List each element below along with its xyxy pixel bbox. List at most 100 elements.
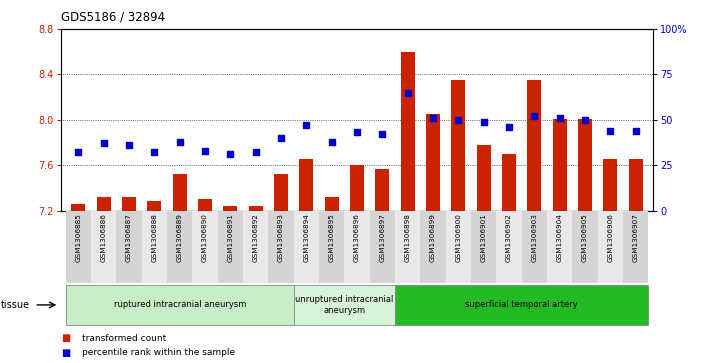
Text: ■: ■ xyxy=(61,348,70,358)
Bar xyxy=(223,206,237,211)
Bar xyxy=(623,211,648,283)
Point xyxy=(124,142,135,148)
Bar xyxy=(198,199,212,211)
Text: GSM1306893: GSM1306893 xyxy=(278,213,284,262)
Text: GSM1306899: GSM1306899 xyxy=(430,213,436,262)
Text: GSM1306906: GSM1306906 xyxy=(607,213,613,262)
Text: GSM1306888: GSM1306888 xyxy=(151,213,157,262)
Bar xyxy=(395,211,421,283)
Bar xyxy=(395,285,648,325)
Text: GSM1306895: GSM1306895 xyxy=(328,213,335,262)
Point xyxy=(326,139,338,144)
Text: GSM1306894: GSM1306894 xyxy=(303,213,309,262)
Bar xyxy=(248,206,263,211)
Text: GSM1306901: GSM1306901 xyxy=(481,213,487,262)
Text: GSM1306891: GSM1306891 xyxy=(227,213,233,262)
Point xyxy=(478,119,489,125)
Text: GSM1306886: GSM1306886 xyxy=(101,213,107,262)
Bar xyxy=(426,114,440,211)
Bar xyxy=(116,211,142,283)
Text: percentile rank within the sample: percentile rank within the sample xyxy=(82,348,235,357)
Bar xyxy=(572,211,598,283)
Bar xyxy=(547,211,572,283)
Bar xyxy=(522,211,547,283)
Text: unruptured intracranial
aneurysm: unruptured intracranial aneurysm xyxy=(295,295,393,315)
Bar xyxy=(66,211,91,283)
Point xyxy=(351,130,363,135)
Point xyxy=(376,131,388,137)
Text: GSM1306896: GSM1306896 xyxy=(354,213,360,262)
Text: GSM1306900: GSM1306900 xyxy=(456,213,461,262)
Text: ■: ■ xyxy=(61,333,70,343)
Bar xyxy=(471,211,496,283)
Text: tissue: tissue xyxy=(1,300,30,310)
Bar xyxy=(142,211,167,283)
Point xyxy=(579,117,590,123)
Point xyxy=(199,148,211,154)
Bar xyxy=(293,211,319,283)
Text: GSM1306885: GSM1306885 xyxy=(76,213,81,262)
Point xyxy=(73,150,84,155)
Bar xyxy=(628,159,643,211)
Bar xyxy=(71,204,86,211)
Bar xyxy=(553,119,567,211)
Bar xyxy=(325,197,338,211)
Bar xyxy=(218,211,243,283)
Text: GSM1306898: GSM1306898 xyxy=(405,213,411,262)
Bar xyxy=(268,211,293,283)
Text: GSM1306903: GSM1306903 xyxy=(531,213,537,262)
Bar xyxy=(421,211,446,283)
Bar xyxy=(370,211,395,283)
Point xyxy=(554,115,565,121)
Bar xyxy=(97,197,111,211)
Point xyxy=(276,135,287,141)
Text: GSM1306892: GSM1306892 xyxy=(253,213,258,262)
Bar xyxy=(401,52,415,211)
Text: GDS5186 / 32894: GDS5186 / 32894 xyxy=(61,11,165,24)
Text: transformed count: transformed count xyxy=(82,334,166,343)
Bar xyxy=(350,165,364,211)
Bar xyxy=(122,197,136,211)
Bar xyxy=(578,119,592,211)
Bar xyxy=(274,174,288,211)
Point xyxy=(250,150,261,155)
Point xyxy=(630,128,641,134)
Bar xyxy=(243,211,268,283)
Point xyxy=(402,90,413,95)
Bar xyxy=(502,154,516,211)
Point xyxy=(528,113,540,119)
Bar xyxy=(147,201,161,211)
Bar xyxy=(598,211,623,283)
Text: ruptured intracranial aneurysm: ruptured intracranial aneurysm xyxy=(114,301,246,309)
Bar xyxy=(167,211,192,283)
Text: GSM1306905: GSM1306905 xyxy=(582,213,588,262)
Bar xyxy=(446,211,471,283)
Text: GSM1306889: GSM1306889 xyxy=(177,213,183,262)
Point xyxy=(427,115,438,121)
Bar xyxy=(91,211,116,283)
Text: GSM1306904: GSM1306904 xyxy=(557,213,563,262)
Point xyxy=(503,124,515,130)
Point xyxy=(453,117,464,123)
Text: GSM1306907: GSM1306907 xyxy=(633,213,638,262)
Bar xyxy=(299,159,313,211)
Bar xyxy=(192,211,218,283)
Bar xyxy=(451,80,466,211)
Bar xyxy=(344,211,370,283)
Text: GSM1306890: GSM1306890 xyxy=(202,213,208,262)
Point xyxy=(225,151,236,157)
Text: superficial temporal artery: superficial temporal artery xyxy=(466,301,578,309)
Bar xyxy=(66,285,293,325)
Point xyxy=(98,140,109,146)
Bar xyxy=(293,285,395,325)
Text: GSM1306902: GSM1306902 xyxy=(506,213,512,262)
Point xyxy=(149,150,160,155)
Text: GSM1306897: GSM1306897 xyxy=(379,213,386,262)
Point xyxy=(301,122,312,128)
Bar xyxy=(319,211,344,283)
Bar xyxy=(477,145,491,211)
Text: GSM1306887: GSM1306887 xyxy=(126,213,132,262)
Bar xyxy=(173,174,186,211)
Point xyxy=(605,128,616,134)
Bar xyxy=(603,159,617,211)
